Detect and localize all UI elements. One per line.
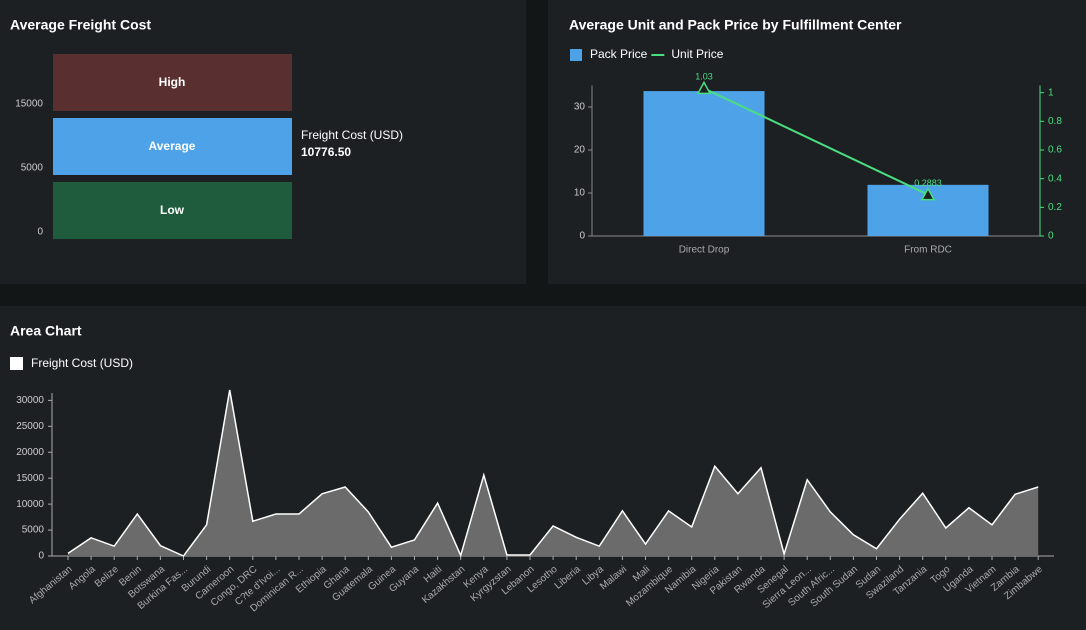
band-label: High <box>159 75 186 89</box>
legend-label: Pack Price <box>590 47 648 61</box>
chart-title: Area Chart <box>10 323 82 339</box>
legend-swatch <box>10 357 23 370</box>
point <box>696 80 712 95</box>
y-tick-label: 5000 <box>22 525 45 536</box>
y-tick-label: 20 <box>574 145 586 156</box>
y-tick-label: 30 <box>574 102 586 113</box>
y-tick-label: 25000 <box>16 421 44 432</box>
y2-tick-label: 0.8 <box>1048 116 1062 127</box>
y2-tick-label: 0 <box>1048 231 1054 242</box>
y-tick-label: 5000 <box>21 163 44 174</box>
y-tick-label: 20000 <box>16 447 44 458</box>
legend-label: Unit Price <box>671 47 723 61</box>
y-tick-label: 15000 <box>16 473 44 484</box>
band-label: Average <box>149 139 196 153</box>
y-tick-label: 30000 <box>16 395 44 406</box>
y-tick-label: 15000 <box>15 99 43 110</box>
band-label: Low <box>160 203 185 217</box>
value-label: 10776.50 <box>301 145 351 159</box>
panel <box>0 306 1086 630</box>
y-tick-label: 0 <box>37 227 43 238</box>
chart-title: Average Unit and Pack Price by Fulfillme… <box>569 17 902 33</box>
bar <box>643 91 765 236</box>
band <box>53 118 292 175</box>
y2-tick-label: 0.6 <box>1048 145 1062 156</box>
band <box>53 182 292 239</box>
x-tick-label: Direct Drop <box>679 245 730 256</box>
line <box>67 389 1039 558</box>
y2-tick-label: 0.4 <box>1048 173 1062 184</box>
area <box>68 390 1039 556</box>
y-tick-label: 0 <box>38 551 44 562</box>
data-label: 0.2883 <box>914 178 942 188</box>
band <box>53 54 292 111</box>
value-name: Freight Cost (USD) <box>301 128 403 142</box>
chart-title: Average Freight Cost <box>10 17 151 33</box>
point <box>920 187 936 201</box>
line <box>703 87 929 196</box>
legend-swatch <box>570 49 582 61</box>
data-label: 1.03 <box>695 72 713 82</box>
y2-tick-label: 1 <box>1048 87 1054 98</box>
y-tick-label: 0 <box>579 231 585 242</box>
y-tick-label: 10000 <box>16 499 44 510</box>
y-tick-label: 10 <box>574 188 586 199</box>
y2-tick-label: 0.2 <box>1048 202 1062 213</box>
x-tick-label: From RDC <box>904 245 952 256</box>
legend-label: Freight Cost (USD) <box>31 356 133 370</box>
